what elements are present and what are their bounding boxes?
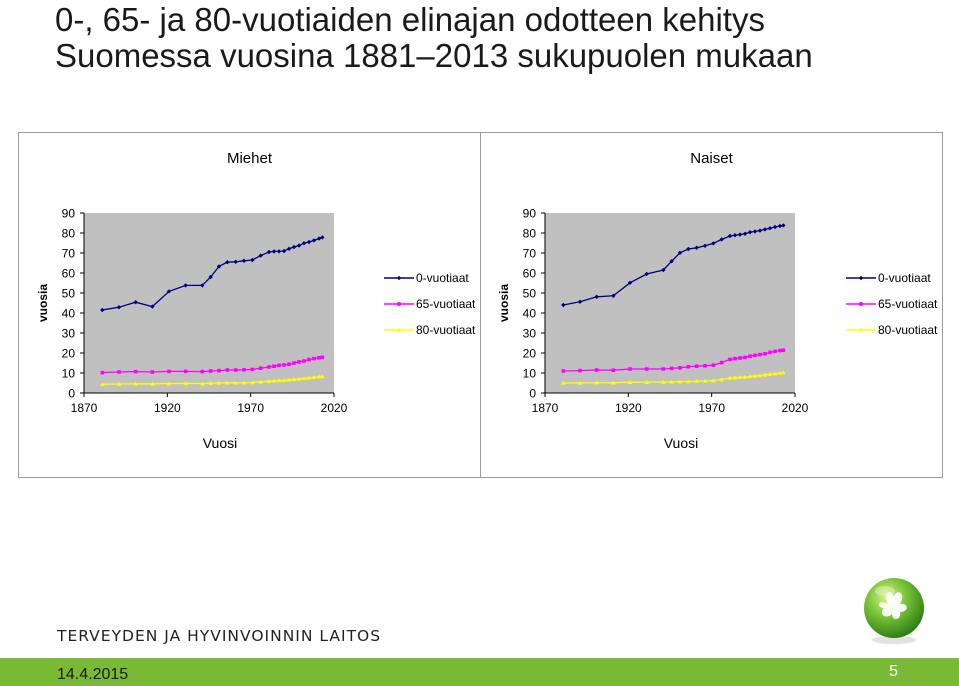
organization-name: TERVEYDEN JA HYVINVOINNIN LAITOS: [57, 627, 382, 645]
panel-miehet-title: Miehet: [226, 150, 273, 167]
footer-bar: 14.4.2015 5: [0, 658, 959, 686]
panel-naiset-title: Naiset: [690, 150, 733, 167]
panel-miehet-frame: [18, 132, 481, 478]
slide-title: 0-, 65- ja 80-vuotiaiden elinajan odotte…: [55, 2, 935, 74]
title-line-2: Suomessa vuosina 1881–2013 sukupuolen mu…: [55, 37, 813, 74]
globe-leaf-icon: [864, 578, 924, 644]
footer-date: 14.4.2015: [57, 666, 129, 683]
panel-naiset-frame: [480, 132, 943, 478]
title-line-1: 0-, 65- ja 80-vuotiaiden elinajan odotte…: [55, 1, 765, 38]
page-number: 5: [889, 663, 898, 680]
